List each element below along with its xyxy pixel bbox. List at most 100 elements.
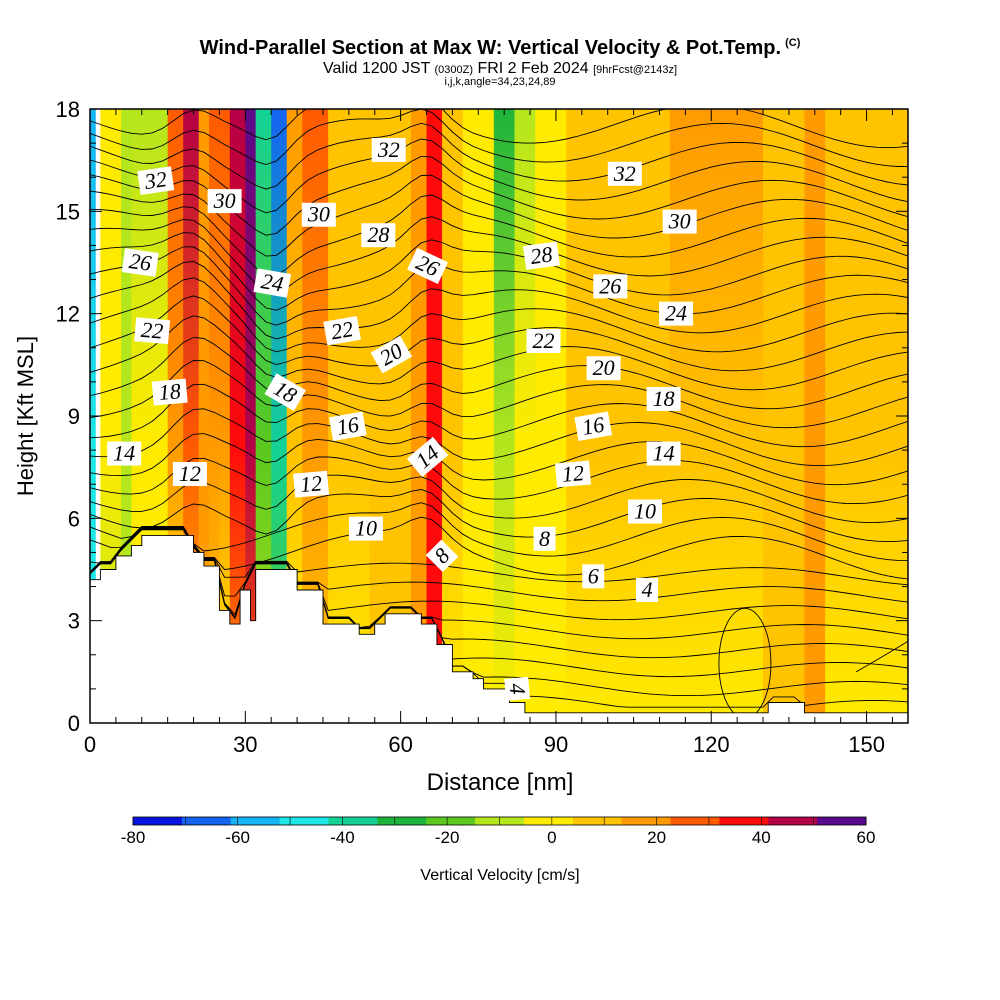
theta-contour-line [90, 526, 908, 586]
colorbar-swatch [133, 817, 183, 825]
theta-label-box [361, 223, 396, 248]
terrain-mask [90, 534, 908, 723]
theta-contour-line [90, 383, 908, 448]
grid-indices: i,j,k,angle=34,23,24,89 [444, 76, 556, 88]
theta-label: 22 [134, 317, 171, 345]
theta-label-box [586, 356, 621, 381]
theta-label-text: 30 [307, 202, 330, 227]
velocity-column [245, 109, 257, 723]
theta-label: 30 [301, 202, 336, 227]
theta-label-box [107, 441, 142, 466]
theta-label-box [574, 411, 613, 442]
theta-contour-edge [856, 640, 908, 673]
theta-label: 10 [348, 516, 383, 541]
theta-contour-line [90, 527, 908, 640]
theta-label-text: 22 [329, 316, 355, 344]
theta-label-box [370, 335, 413, 374]
theta-label: 18 [151, 378, 188, 406]
theta-label-box [264, 373, 306, 412]
theta-label-box [301, 202, 336, 227]
colorbar-tick-label: -60 [225, 828, 250, 847]
theta-label: 32 [371, 137, 406, 162]
theta-label-box [607, 161, 642, 186]
theta-label-box [646, 386, 681, 411]
chart-subtitle: Valid 1200 JST (0300Z) FRI 2 Feb 2024 [9… [0, 60, 1000, 78]
theta-label: 26 [121, 248, 159, 277]
theta-label-text: 16 [580, 412, 606, 440]
theta-label: 12 [555, 460, 592, 488]
theta-label: 18 [646, 386, 681, 411]
velocity-column [229, 109, 246, 723]
theta-contour-line [90, 516, 908, 580]
theta-label-box [522, 241, 560, 270]
colorbar-tick-label: -80 [121, 828, 146, 847]
theta-contour-line [90, 122, 908, 190]
colorbar-swatch [377, 817, 427, 825]
theta-contour-line [90, 336, 908, 410]
colorbar-tick-label: 20 [647, 828, 666, 847]
theta-label-box [371, 137, 406, 162]
theta-label-text: 20 [593, 355, 615, 380]
theta-contour-line [90, 315, 908, 391]
terrain-shape [90, 534, 908, 723]
theta-contour-line [90, 246, 908, 326]
colorbar-swatch [572, 817, 623, 825]
chart-title: Wind-Parallel Section at Max W: Vertical… [0, 37, 1000, 60]
theta-label-text: 32 [613, 161, 636, 186]
velocity-column [618, 109, 671, 723]
y-tick-label: 9 [68, 404, 80, 429]
theta-contour-line [90, 261, 908, 340]
theta-contour-line [90, 174, 908, 257]
theta-label-text: 32 [377, 137, 400, 162]
theta-label: 16 [328, 411, 367, 442]
theta-label: 12 [293, 470, 330, 498]
theta-label-text: 12 [561, 460, 585, 487]
theta-label-text: 16 [335, 412, 361, 440]
theta-label-box [425, 539, 459, 573]
velocity-column [198, 109, 210, 723]
velocity-column [209, 109, 221, 723]
y-axis-label: Height [Kft MSL] [13, 336, 38, 496]
colorbar-label: Vertical Velocity [cm/s] [420, 867, 579, 884]
theta-label: 30 [207, 188, 242, 214]
copyright-mark: (C) [785, 37, 801, 50]
x-tick-label: 90 [544, 732, 568, 757]
theta-label: 10 [627, 499, 662, 524]
y-tick-label: 12 [56, 302, 80, 327]
theta-label-box [253, 268, 292, 298]
theta-label-box [121, 248, 159, 277]
theta-label-box [323, 315, 361, 346]
theta-contour-line [90, 109, 908, 149]
y-tick-label: 0 [68, 711, 80, 736]
valid-time: Valid 1200 JST [322, 60, 431, 77]
theta-label-text: 18 [653, 386, 675, 411]
colorbar-tick-label: 0 [547, 828, 556, 847]
y-tick-label: 3 [68, 609, 80, 634]
theta-label: 32 [137, 166, 175, 195]
theta-contour-line [90, 433, 908, 486]
velocity-column [121, 109, 133, 723]
theta-label-box [406, 436, 449, 478]
theta-label-text: 26 [128, 248, 153, 276]
theta-label-box [207, 189, 242, 214]
colorbar-swatch [230, 817, 281, 825]
theta-contour-line [90, 232, 908, 311]
x-axis-label: Distance [nm] [427, 769, 574, 796]
colorbar-swatch [328, 817, 378, 825]
theta-contour-line [90, 527, 908, 621]
theta-label: 24 [253, 268, 292, 298]
theta-label-box [627, 499, 662, 524]
theta-label: 30 [662, 209, 697, 234]
theta-contour-line [90, 360, 908, 429]
theta-label: 22 [526, 328, 561, 353]
theta-label-text: 6 [588, 563, 599, 588]
velocity-column [493, 109, 516, 723]
x-tick-label: 0 [84, 732, 96, 757]
colorbar-swatch [719, 817, 769, 825]
colorbar-swatch [279, 817, 329, 825]
theta-label-text: 14 [653, 441, 675, 466]
velocity-column [514, 109, 536, 723]
colorbar-swatch [768, 817, 818, 825]
theta-label-text: 26 [599, 273, 621, 298]
theta-label: 24 [659, 301, 694, 326]
